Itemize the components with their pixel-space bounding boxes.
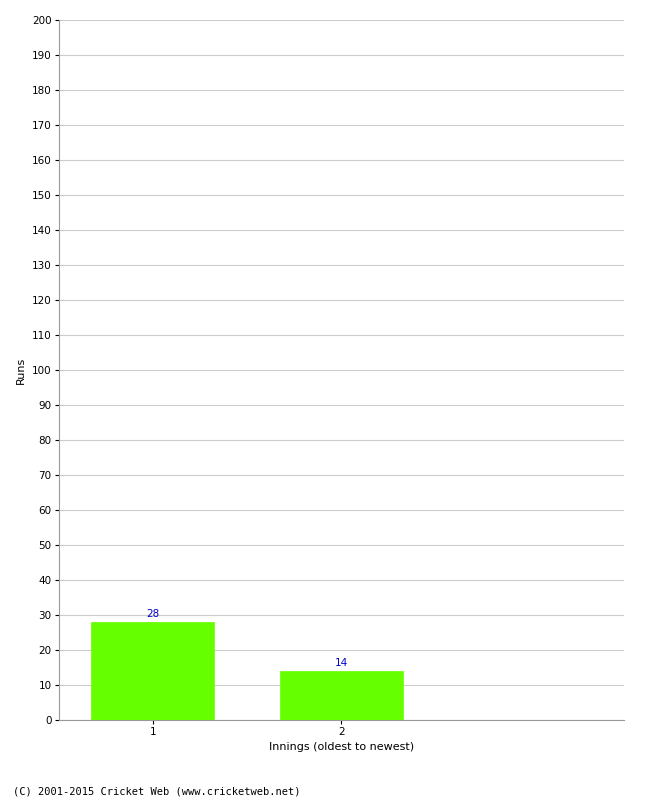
- Text: 14: 14: [335, 658, 348, 668]
- Y-axis label: Runs: Runs: [16, 356, 26, 384]
- Bar: [92, 622, 214, 720]
- Text: 28: 28: [146, 610, 159, 619]
- Text: (C) 2001-2015 Cricket Web (www.cricketweb.net): (C) 2001-2015 Cricket Web (www.cricketwe…: [13, 786, 300, 796]
- X-axis label: Innings (oldest to newest): Innings (oldest to newest): [268, 742, 414, 753]
- Bar: [280, 671, 402, 720]
